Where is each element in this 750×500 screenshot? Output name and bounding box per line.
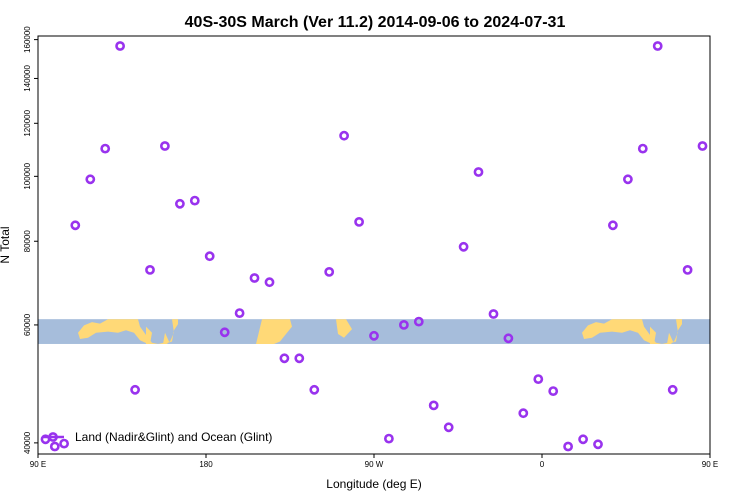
data-point — [236, 310, 243, 317]
data-point — [475, 168, 482, 175]
data-point — [132, 386, 139, 393]
data-point — [102, 145, 109, 152]
map-strip — [38, 319, 750, 344]
data-point — [520, 410, 527, 417]
data-point — [460, 243, 467, 250]
y-tick-label: 160000 — [23, 26, 32, 53]
x-tick-label: 90 W — [365, 460, 384, 469]
data-point — [146, 266, 153, 273]
data-point — [176, 200, 183, 207]
y-tick-label: 80000 — [23, 230, 32, 253]
data-point — [550, 388, 557, 395]
data-point — [251, 274, 258, 281]
data-point — [356, 218, 363, 225]
chart: 40S-30S March (Ver 11.2) 2014-09-06 to 2… — [0, 0, 750, 500]
data-point — [117, 42, 124, 49]
y-tick-label: 40000 — [23, 431, 32, 454]
data-point — [385, 435, 392, 442]
data-point — [281, 355, 288, 362]
data-point — [624, 176, 631, 183]
data-point — [61, 440, 68, 447]
data-point — [206, 253, 213, 260]
data-point — [266, 279, 273, 286]
x-tick-label: 0 — [540, 460, 545, 469]
x-axis-label: Longitude (deg E) — [326, 477, 421, 491]
data-point — [326, 268, 333, 275]
y-tick-label: 140000 — [23, 65, 32, 92]
data-point — [699, 142, 706, 149]
data-point — [669, 386, 676, 393]
data-point — [191, 197, 198, 204]
data-point — [430, 402, 437, 409]
chart-title: 40S-30S March (Ver 11.2) 2014-09-06 to 2… — [185, 14, 566, 31]
legend-label: Land (Nadir&Glint) and Ocean (Glint) — [75, 430, 272, 444]
data-point — [87, 176, 94, 183]
data-point — [580, 436, 587, 443]
y-tick-label: 100000 — [23, 162, 32, 189]
data-point — [639, 145, 646, 152]
y-axis: 40000 60000 80000 100000 120000 140000 160000 — [23, 26, 38, 454]
y-axis-label: N Total — [0, 226, 12, 263]
data-points — [42, 42, 706, 450]
legend: Land (Nadir&Glint) and Ocean (Glint) — [42, 430, 272, 444]
x-axis: 90 E 180 90 W 0 90 E — [30, 454, 718, 469]
data-point — [161, 142, 168, 149]
data-point — [609, 222, 616, 229]
data-point — [445, 424, 452, 431]
data-point — [565, 443, 572, 450]
data-point — [684, 266, 691, 273]
y-tick-label: 60000 — [23, 313, 32, 336]
x-tick-label: 90 E — [30, 460, 46, 469]
x-tick-label: 180 — [199, 460, 213, 469]
data-point — [311, 386, 318, 393]
data-point — [490, 310, 497, 317]
y-tick-label: 120000 — [23, 109, 32, 136]
data-point — [654, 42, 661, 49]
data-point — [51, 443, 58, 450]
data-point — [296, 355, 303, 362]
data-point — [594, 441, 601, 448]
data-point — [341, 132, 348, 139]
data-point — [72, 222, 79, 229]
x-tick-label: 90 E — [702, 460, 718, 469]
data-point — [535, 376, 542, 383]
